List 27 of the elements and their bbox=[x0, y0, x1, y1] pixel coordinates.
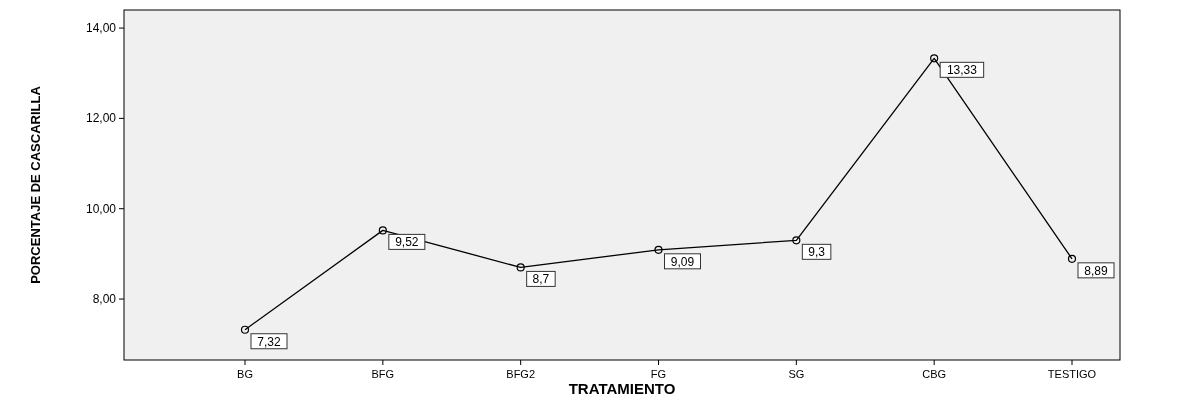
point bbox=[792, 236, 801, 245]
data-label: 9,3 bbox=[808, 245, 826, 260]
y-tick-label: 14,00 bbox=[85, 21, 117, 36]
x-tick-label: TESTIGO bbox=[1047, 368, 1097, 380]
x-tick-label: FG bbox=[650, 368, 667, 380]
data-label: 8,89 bbox=[1084, 263, 1108, 278]
x-tick-label: BFG bbox=[371, 368, 395, 380]
point bbox=[378, 226, 387, 235]
point bbox=[1067, 254, 1077, 263]
y-tick-label: 12,00 bbox=[85, 111, 117, 126]
x-axis-title: TRATAMIENTO bbox=[568, 380, 676, 397]
x-tick-label: SG bbox=[788, 368, 805, 380]
data-label: 13,33 bbox=[946, 63, 978, 78]
x-tick-label: BG bbox=[237, 368, 253, 380]
data-label: 9,52 bbox=[395, 235, 419, 250]
x-tick-label: CBG bbox=[922, 368, 947, 380]
point bbox=[930, 54, 939, 63]
point bbox=[654, 245, 663, 254]
y-axis-title: PORCENTAJE DE CASCARILLA bbox=[28, 85, 43, 284]
data-label: 9,09 bbox=[670, 254, 695, 269]
y-tick-label: 10,00 bbox=[85, 201, 117, 216]
data-label: 7,32 bbox=[257, 334, 281, 349]
point bbox=[516, 263, 525, 272]
data-label: 8,7 bbox=[532, 272, 550, 287]
point bbox=[240, 325, 250, 334]
y-tick-label: 8,00 bbox=[92, 292, 117, 307]
x-tick-label: BFG2 bbox=[506, 368, 536, 380]
